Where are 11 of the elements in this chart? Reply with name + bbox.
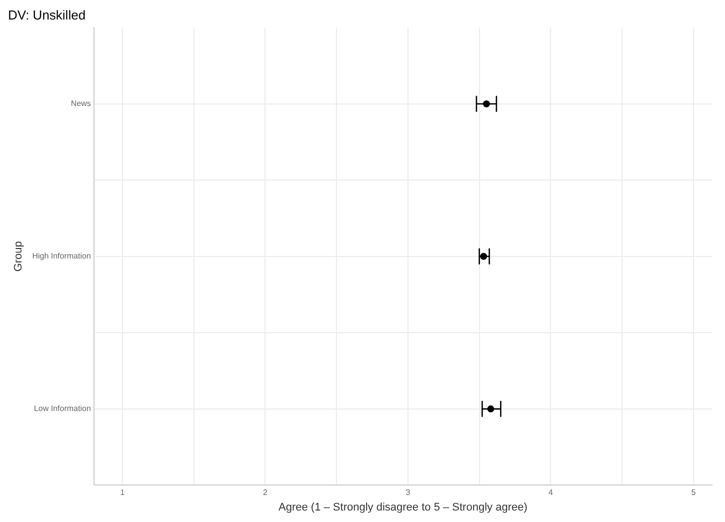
x-tick-label: 3 xyxy=(406,488,411,498)
x-tick-label: 5 xyxy=(691,488,696,498)
chart-title: DV: Unskilled xyxy=(8,7,86,22)
y-axis-title: Group xyxy=(12,241,25,272)
y-tick-label: Low Information xyxy=(34,404,91,414)
x-tick-label: 1 xyxy=(120,488,126,498)
x-axis-title: Agree (1 – Strongly disagree to 5 – Strongly agree) xyxy=(278,501,528,514)
x-tick-label: 2 xyxy=(262,488,268,498)
y-tick-label: High Information xyxy=(32,252,91,261)
y-tick-label: News xyxy=(70,99,91,108)
x-tick-label: 4 xyxy=(548,488,554,498)
